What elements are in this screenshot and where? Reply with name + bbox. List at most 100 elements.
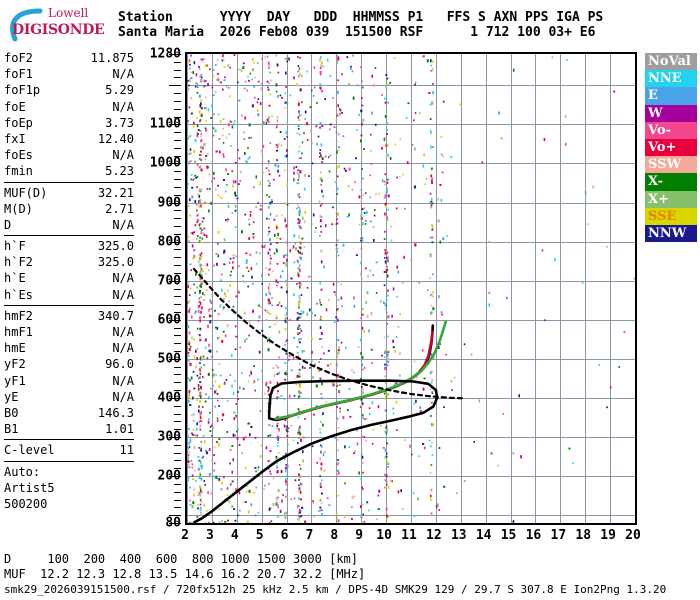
param-value: 96.0 xyxy=(105,357,134,372)
param-value: N/A xyxy=(112,373,134,388)
param-value: 32.21 xyxy=(97,185,134,200)
legend-item-vo[interactable]: Vo+ xyxy=(645,138,697,157)
param-key: hmF2 xyxy=(4,308,33,323)
param-row: foF2 11.875 xyxy=(4,50,134,66)
param-value: N/A xyxy=(112,217,134,232)
x-axis-tick-label: 19 xyxy=(600,528,616,543)
legend-item-e[interactable]: E xyxy=(645,87,697,105)
param-key: h`Es xyxy=(4,287,33,302)
param-value: N/A xyxy=(112,287,134,302)
param-value: 11.875 xyxy=(90,51,134,65)
y-axis-tick-label: 400 xyxy=(157,390,181,406)
distance-row: D 100 200 400 600 800 1000 1500 3000 [km… xyxy=(4,552,359,566)
param-key: M(D) xyxy=(4,201,33,216)
x-axis-tick-label: 3 xyxy=(205,528,214,543)
legend-item-w[interactable]: W xyxy=(645,104,697,122)
series-x-trace-green xyxy=(274,320,448,420)
y-axis: 80 200 300 400 500 600 700 800 900 1000 1100 1280 xyxy=(133,47,181,531)
x-axis-tick-label: 4 xyxy=(230,528,239,543)
param-key: h`F xyxy=(4,239,26,254)
y-axis-tick-label: 80 xyxy=(165,515,181,531)
logo-arc-icon xyxy=(10,8,43,42)
muf-row: MUF 12.2 12.3 12.8 13.5 14.6 16.2 20.7 3… xyxy=(4,566,366,581)
param-row: h`F 325.0 xyxy=(4,238,134,254)
x-axis-tick-label: 14 xyxy=(475,528,492,543)
x-axis-tick-label: 20 xyxy=(625,528,641,543)
param-group-frequencies: foF2 11.875 foF1 N/A foF1p 5.29 foE N/A foEp… xyxy=(4,50,134,180)
param-value: 12.40 xyxy=(97,131,134,146)
ionogram-plot[interactable] xyxy=(185,52,637,525)
y-axis-tick-label: 1100 xyxy=(149,116,181,132)
param-key: h`F2 xyxy=(4,255,33,270)
x-axis-tick-label: 9 xyxy=(355,528,364,543)
param-key: fxI xyxy=(4,131,26,146)
legend-item-vo[interactable]: Vo- xyxy=(645,121,697,139)
param-row: B0 146.3 xyxy=(4,405,134,421)
y-axis-tick-label: 600 xyxy=(157,312,181,328)
param-row: C-level 11 xyxy=(4,442,134,458)
param-divider xyxy=(4,235,134,237)
param-key: foF1 xyxy=(4,67,33,82)
legend-item-sse[interactable]: SSE xyxy=(645,207,697,225)
param-row: fxI 12.40 xyxy=(4,131,134,147)
param-key: fmin xyxy=(4,164,33,179)
doppler-direction-legend: NoVal NNE E W Vo- Vo+ SSW X- X+ SSE NNW xyxy=(645,53,697,243)
logo-digisonde-text: DIGISONDE xyxy=(12,22,105,38)
param-value: 325.0 xyxy=(97,255,134,270)
param-key: h`E xyxy=(4,271,26,286)
param-row: h`Es N/A xyxy=(4,287,134,303)
param-value: 146.3 xyxy=(97,405,134,420)
param-row: foEp 3.73 xyxy=(4,115,134,131)
legend-item-nne[interactable]: NNE xyxy=(645,70,697,88)
param-row: foF1p 5.29 xyxy=(4,82,134,98)
param-group-profile: hmF2 340.7 hmF1 N/A hmE N/A yF2 96.0 yF1 N/A … xyxy=(4,308,134,438)
param-row: foEs N/A xyxy=(4,147,134,163)
param-group-virtual-heights: h`F 325.0 h`F2 325.0 h`E N/A h`Es N/A xyxy=(4,238,134,303)
y-axis-tick-label: 300 xyxy=(157,429,181,445)
logo-lowell-text: Lowell xyxy=(48,6,89,20)
x-axis-tick-label: 10 xyxy=(376,528,392,543)
muf-distance-table: D 100 200 400 600 800 1000 1500 3000 [km… xyxy=(4,552,365,581)
param-key: yF2 xyxy=(4,357,26,372)
legend-item-ssw[interactable]: SSW xyxy=(645,156,697,174)
param-key: foF2 xyxy=(4,51,33,65)
x-axis-tick-label: 5 xyxy=(255,528,264,543)
legend-item-x[interactable]: X+ xyxy=(645,190,697,208)
param-value: 3.73 xyxy=(105,115,134,130)
param-value: 5.23 xyxy=(105,164,134,179)
y-axis-tick-label: 500 xyxy=(157,351,181,367)
autoscale-info: Auto: Artist5 500200 xyxy=(4,464,134,513)
y-axis-tick-label: 1280 xyxy=(149,46,181,62)
param-key: D xyxy=(4,217,12,232)
x-axis-tick-label: 6 xyxy=(280,528,289,543)
param-row: D N/A xyxy=(4,217,134,233)
param-row: h`E N/A xyxy=(4,270,134,286)
param-key: hmF1 xyxy=(4,325,33,339)
autoscale-version: Artist5 xyxy=(4,480,55,495)
param-key: yF1 xyxy=(4,373,26,388)
param-group-muf: MUF(D) 32.21 M(D) 2.71 D N/A xyxy=(4,185,134,234)
file-info-line: smk29_2026039151500.rsf / 720fx512h 25 k… xyxy=(4,583,667,596)
legend-item-noval[interactable]: NoVal xyxy=(645,53,697,71)
param-row: hmF1 N/A xyxy=(4,324,134,340)
y-axis-tick-label: 900 xyxy=(157,195,181,211)
param-key: foEp xyxy=(4,115,33,130)
legend-item-nnw[interactable]: NNW xyxy=(645,224,697,243)
x-axis-tick-label: 16 xyxy=(525,528,542,543)
autoscale-code: 500200 xyxy=(4,496,48,511)
x-axis: 2 3 4 5 6 7 8 9 10 11 12 13 14 15 16 17 18 19 20 xyxy=(181,528,641,548)
param-value: 11 xyxy=(119,443,134,458)
param-row: hmF2 340.7 xyxy=(4,308,134,324)
x-axis-tick-label: 11 xyxy=(401,528,417,543)
param-key: yE xyxy=(4,389,19,404)
series-muf-secant-curve-dashed-black xyxy=(192,267,465,400)
param-row: M(D) 2.71 xyxy=(4,201,134,217)
x-axis-tick-label: 8 xyxy=(330,528,339,543)
param-key: C-level xyxy=(4,443,55,458)
param-value: N/A xyxy=(112,341,134,356)
param-value: 2.71 xyxy=(105,201,134,216)
legend-item-x[interactable]: X- xyxy=(645,173,697,191)
param-divider xyxy=(4,460,134,462)
series-o-trace-scaled-red xyxy=(275,331,434,421)
param-row: fmin 5.23 xyxy=(4,163,134,179)
